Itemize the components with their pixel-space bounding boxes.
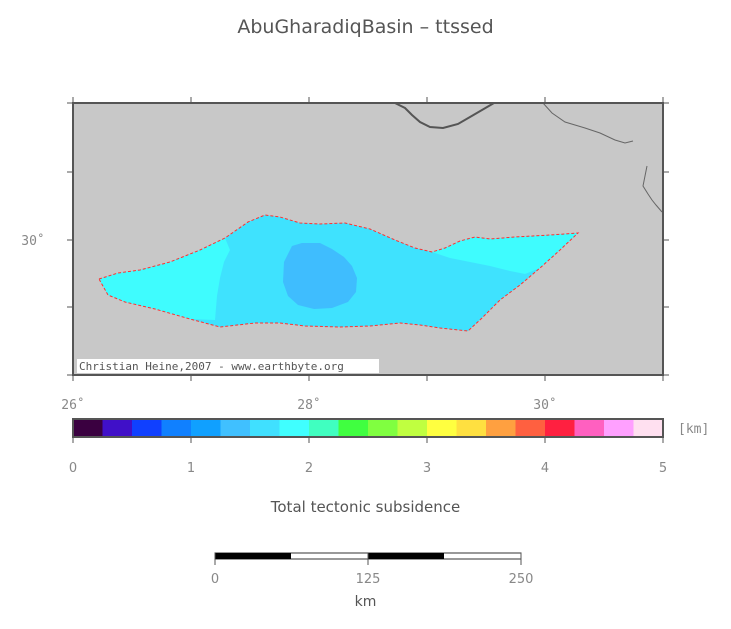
scale-label-0: 0: [211, 572, 219, 587]
colorbar-tick-1: 1: [187, 461, 195, 476]
river-nile-branch: [542, 102, 634, 144]
colorbar-swatch: [338, 419, 369, 437]
colorbar-swatch: [427, 419, 457, 437]
credit-box: [77, 359, 379, 373]
scale-bar: [214, 552, 522, 565]
colorbar-swatch: [250, 419, 280, 437]
colorbar-tick-5: 5: [659, 461, 667, 476]
colorbar-swatch: [456, 419, 487, 437]
colorbar-tick-4: 4: [541, 461, 549, 476]
colorbar-swatch: [604, 419, 634, 437]
colorbar: [73, 419, 664, 437]
map-ticks: [67, 97, 669, 381]
basin-east-lobe: [432, 233, 578, 274]
colorbar-tick-3: 3: [423, 461, 431, 476]
lat-label: 30˚: [21, 233, 44, 249]
colorbar-swatch: [132, 419, 162, 437]
colorbar-swatch: [220, 419, 251, 437]
coastline: [394, 102, 495, 130]
colorbar-tick-0: 0: [69, 461, 77, 476]
basin-depocenter: [283, 243, 357, 309]
colorbar-swatch: [309, 419, 339, 437]
colorbar-ticks: [72, 437, 664, 443]
colorbar-swatch: [73, 419, 103, 437]
colorbar-swatch: [486, 419, 516, 437]
lon-label-28: 28˚: [297, 397, 320, 413]
colorbar-swatch: [633, 419, 664, 437]
map-title: AbuGharadiqBasin – ttssed: [237, 16, 494, 38]
basin-west-lobe: [99, 238, 230, 320]
map-frame: [72, 102, 664, 376]
colorbar-swatch: [368, 419, 398, 437]
colorbar-swatch: [102, 419, 133, 437]
credit-text: Christian Heine,2007 - www.earthbyte.org: [79, 360, 344, 373]
colorbar-swatch: [515, 419, 546, 437]
lon-label-26: 26˚: [61, 397, 84, 413]
river-nile: [642, 165, 663, 213]
colorbar-swatch: [574, 419, 605, 437]
colorbar-tick-2: 2: [305, 461, 313, 476]
lon-label-30: 30˚: [533, 397, 556, 413]
colorbar-frame: [72, 418, 664, 438]
colorbar-swatch: [191, 419, 221, 437]
colorbar-swatch: [161, 419, 192, 437]
colorbar-title: Total tectonic subsidence: [270, 498, 461, 516]
scale-label-250: 250: [509, 572, 534, 587]
colorbar-swatch: [397, 419, 428, 437]
colorbar-unit: [km]: [678, 422, 709, 437]
scale-unit: km: [354, 594, 377, 610]
colorbar-swatch: [279, 419, 310, 437]
colorbar-swatch: [545, 419, 575, 437]
scale-label-125: 125: [356, 572, 381, 587]
